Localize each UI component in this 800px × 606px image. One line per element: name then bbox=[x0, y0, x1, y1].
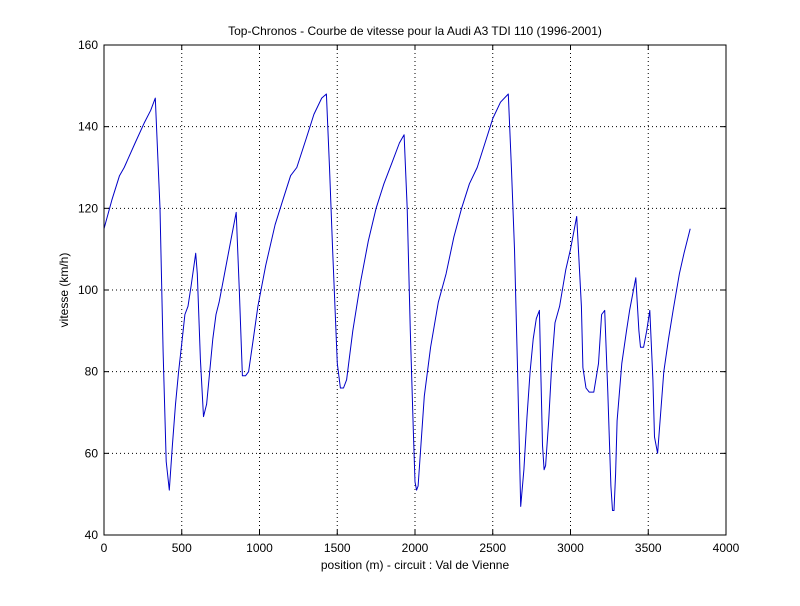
x-tick-label: 1000 bbox=[246, 541, 273, 555]
x-tick-label: 1500 bbox=[324, 541, 351, 555]
plot-frame bbox=[103, 44, 727, 536]
y-tick-label: 120 bbox=[78, 201, 98, 215]
y-tick-label: 40 bbox=[85, 528, 99, 542]
y-tick-label: 140 bbox=[78, 120, 98, 134]
x-tick-label: 4000 bbox=[713, 541, 740, 555]
x-tick-label: 3500 bbox=[635, 541, 662, 555]
chart-title: Top-Chronos - Courbe de vitesse pour la … bbox=[228, 24, 602, 38]
axis-ticks: 0 500 1000 1500 2000 2500 3000 3500 4000 40 60 80 10… bbox=[78, 38, 740, 555]
x-axis-label: position (m) - circuit : Val de Vienne bbox=[321, 558, 510, 572]
x-tick-label: 0 bbox=[101, 541, 108, 555]
grid-lines bbox=[104, 45, 726, 535]
y-tick-label: 80 bbox=[85, 365, 99, 379]
x-tick-label: 500 bbox=[172, 541, 192, 555]
x-tick-label: 2500 bbox=[479, 541, 506, 555]
series-group bbox=[103, 93, 691, 511]
y-tick-label: 60 bbox=[85, 446, 99, 460]
y-tick-label: 160 bbox=[78, 38, 98, 52]
y-axis-label: vitesse (km/h) bbox=[57, 253, 71, 328]
x-tick-label: 2000 bbox=[402, 541, 429, 555]
x-tick-label: 3000 bbox=[557, 541, 584, 555]
speed-line bbox=[103, 93, 691, 511]
y-tick-label: 100 bbox=[78, 283, 98, 297]
